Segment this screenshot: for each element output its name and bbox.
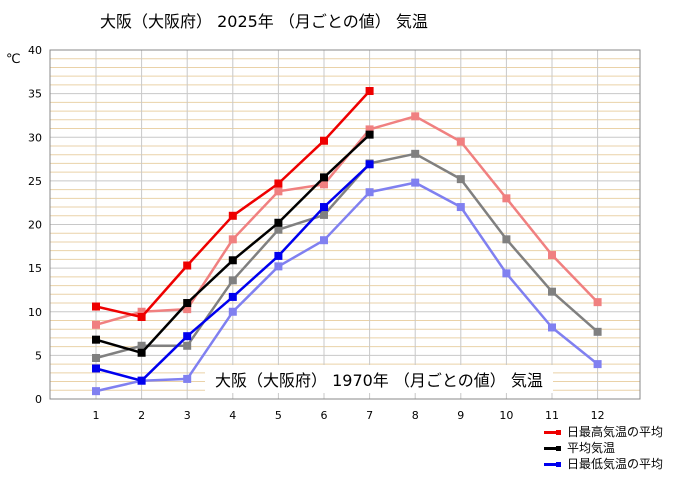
data-point xyxy=(183,261,192,270)
legend-swatch-min xyxy=(544,462,557,466)
legend-swatch-mean xyxy=(544,446,557,450)
x-tick-label: 7 xyxy=(366,409,373,422)
plot-frame xyxy=(49,49,641,400)
y-tick-label: 30 xyxy=(28,131,42,144)
data-point xyxy=(320,173,328,182)
data-point xyxy=(502,235,511,244)
x-tick-label: 9 xyxy=(457,409,464,422)
data-point xyxy=(228,276,237,285)
overlay-chart-title: 大阪（大阪府） 1970年 （月ごとの値） 気温 xyxy=(205,365,553,393)
x-tick-label: 5 xyxy=(275,409,282,422)
x-tick-label: 8 xyxy=(412,409,419,422)
data-point xyxy=(320,203,328,212)
data-point xyxy=(274,187,283,196)
data-point xyxy=(183,299,192,308)
data-point xyxy=(228,292,237,301)
y-tick-label: 40 xyxy=(28,44,42,57)
data-point xyxy=(183,332,192,341)
data-point xyxy=(456,203,465,212)
x-tick-label: 6 xyxy=(321,409,328,422)
data-point xyxy=(593,298,602,307)
data-point xyxy=(456,137,465,146)
x-tick-label: 3 xyxy=(184,409,191,422)
data-point xyxy=(92,353,100,362)
y-tick-label: 0 xyxy=(35,393,42,406)
data-point xyxy=(92,335,100,344)
x-tick-label: 1 xyxy=(93,409,100,422)
data-point xyxy=(365,125,374,134)
data-point xyxy=(183,305,192,314)
legend-item-mean: 平均気温 xyxy=(544,440,663,456)
data-point xyxy=(274,179,283,188)
chart-title: 大阪（大阪府） 2025年 （月ごとの値） 気温 xyxy=(100,12,428,31)
series-line-1970-4 xyxy=(95,152,599,360)
data-point xyxy=(228,256,237,265)
data-point xyxy=(593,327,602,336)
data-point xyxy=(365,188,374,197)
data-point xyxy=(456,175,465,184)
data-point xyxy=(92,387,100,396)
legend-label-min: 日最低気温の平均 xyxy=(567,457,664,471)
data-point xyxy=(274,218,283,227)
legend-marker-min xyxy=(556,461,561,467)
y-tick-label: 35 xyxy=(28,88,42,101)
data-point xyxy=(365,130,374,139)
series-line-1970-5 xyxy=(95,181,599,393)
data-point xyxy=(183,341,192,350)
data-point xyxy=(548,287,556,296)
x-tick-label: 2 xyxy=(138,409,145,422)
data-point xyxy=(411,112,420,121)
data-point xyxy=(274,225,283,234)
legend-item-min: 日最低気温の平均 xyxy=(544,456,663,472)
legend-marker-max xyxy=(556,429,561,435)
x-tick-label: 10 xyxy=(499,409,513,422)
data-point xyxy=(228,211,237,220)
data-point xyxy=(365,160,374,169)
y-tick-label: 15 xyxy=(28,262,42,275)
data-point xyxy=(411,149,420,158)
y-tick-label: 5 xyxy=(35,349,42,362)
data-point xyxy=(137,376,146,385)
legend: 日最高気温の平均 平均気温 日最低気温の平均 xyxy=(544,424,663,472)
data-point xyxy=(137,348,146,357)
data-point xyxy=(228,235,237,244)
data-point xyxy=(183,374,192,383)
y-tick-label: 20 xyxy=(28,219,42,232)
y-axis-unit: ℃ xyxy=(6,52,21,67)
data-point xyxy=(548,323,556,332)
data-point xyxy=(502,194,511,203)
data-point xyxy=(92,302,100,311)
data-point xyxy=(365,87,374,96)
y-tick-label: 25 xyxy=(28,175,42,188)
data-point xyxy=(320,136,328,145)
x-tick-label: 4 xyxy=(229,409,236,422)
data-point xyxy=(137,312,146,321)
legend-label-max: 日最高気温の平均 xyxy=(567,425,664,439)
data-point xyxy=(137,307,146,316)
data-point xyxy=(320,180,328,189)
data-point xyxy=(92,364,100,373)
data-point xyxy=(502,269,511,278)
x-tick-label: 12 xyxy=(591,409,605,422)
data-point xyxy=(92,320,100,329)
data-point xyxy=(320,210,328,219)
y-tick-label: 10 xyxy=(28,306,42,319)
data-point xyxy=(320,236,328,245)
legend-swatch-max xyxy=(544,430,557,434)
data-point xyxy=(137,341,146,350)
data-point xyxy=(411,178,420,187)
data-point xyxy=(548,251,556,260)
data-point xyxy=(593,360,602,369)
legend-label-mean: 平均気温 xyxy=(567,441,616,455)
legend-item-max: 日最高気温の平均 xyxy=(544,424,663,440)
x-tick-label: 11 xyxy=(545,409,559,422)
data-point xyxy=(228,307,237,316)
data-point xyxy=(274,251,283,260)
data-point xyxy=(274,262,283,271)
legend-marker-mean xyxy=(556,445,561,451)
